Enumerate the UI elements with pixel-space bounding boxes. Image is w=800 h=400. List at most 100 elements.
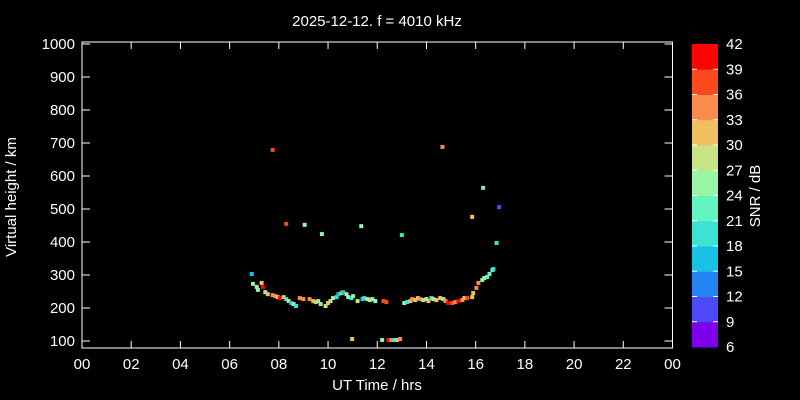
colorbar-segment [692, 271, 718, 297]
data-point [294, 304, 299, 309]
colorbar-segment [692, 170, 718, 196]
data-point [254, 284, 259, 289]
colorbar-tick-label: 33 [726, 112, 743, 129]
data-point [284, 297, 289, 302]
data-point [318, 302, 323, 307]
y-tick-label: 300 [50, 267, 75, 284]
data-point [476, 280, 481, 285]
colorbar-tick-label: 15 [726, 263, 743, 280]
x-axis-tick-labels: 00 02 04 06 08 10 12 14 16 18 20 22 00 [74, 356, 681, 373]
x-axis-label: UT Time / hrs [332, 377, 422, 394]
y-axis-tick-labels: 100 200 300 400 500 600 700 800 900 1000 [42, 36, 75, 350]
data-point [491, 267, 496, 272]
data-point [402, 301, 407, 306]
colorbar-tick-label: 30 [726, 137, 743, 154]
colorbar-tick-label: 9 [726, 314, 734, 331]
data-point [313, 300, 318, 305]
data-point [418, 297, 423, 302]
data-point [307, 297, 312, 302]
data-point [270, 293, 275, 298]
data-point [255, 287, 260, 292]
y-tick-label: 500 [50, 201, 75, 218]
data-point [405, 300, 410, 305]
data-point [265, 292, 270, 297]
data-point [380, 338, 385, 343]
y-axis-label: Virtual height / km [3, 137, 20, 257]
y-tick-label: 100 [50, 333, 75, 350]
y-tick-label: 900 [50, 69, 75, 86]
data-point [426, 299, 431, 304]
data-point [355, 299, 360, 304]
x-tick-label: 18 [517, 356, 534, 373]
colorbar-segment [692, 296, 718, 323]
data-point [259, 280, 264, 285]
data-point [316, 299, 321, 304]
colorbar-tick-label: 24 [726, 188, 743, 205]
data-point [438, 296, 443, 301]
data-points [249, 144, 502, 343]
data-point [336, 292, 341, 297]
colorbar-tick-label: 42 [726, 36, 743, 53]
data-point [359, 224, 364, 229]
data-point [350, 337, 355, 342]
data-point [415, 296, 420, 301]
colorbar-segment [692, 246, 718, 272]
colorbar-segment [692, 69, 718, 95]
data-point [323, 304, 328, 309]
data-point [440, 144, 445, 149]
colorbar-segment [692, 220, 718, 247]
data-point [341, 290, 346, 295]
colorbar-segment [692, 145, 718, 171]
data-point [273, 294, 278, 299]
data-point [392, 338, 397, 343]
data-point [365, 297, 370, 302]
data-point [485, 274, 490, 279]
x-tick-label: 12 [369, 356, 386, 373]
data-point [367, 298, 372, 303]
data-point [278, 296, 283, 301]
x-tick-label: 14 [418, 356, 435, 373]
data-point [351, 294, 356, 299]
x-tick-label: 16 [467, 356, 484, 373]
y-tick-label: 200 [50, 300, 75, 317]
data-point [281, 295, 286, 300]
data-point [413, 298, 418, 303]
data-point [431, 297, 436, 302]
colorbar-segment [692, 94, 718, 121]
data-point [497, 205, 502, 210]
data-point [362, 296, 367, 301]
data-point [263, 290, 268, 295]
data-point [487, 272, 492, 277]
colorbar-segment [692, 321, 718, 348]
data-point [465, 296, 470, 301]
colorbar-tick-label: 12 [726, 289, 743, 306]
data-point [470, 214, 475, 219]
x-tick-label: 22 [615, 356, 632, 373]
data-point [373, 299, 378, 304]
colorbar-tick-label: 27 [726, 162, 743, 179]
data-point [250, 281, 255, 286]
y-tick-label: 700 [50, 135, 75, 152]
data-point [389, 338, 394, 343]
data-point [386, 338, 391, 343]
data-point [470, 295, 475, 300]
data-point [275, 295, 280, 300]
data-point [334, 295, 339, 300]
colorbar-tick-label: 21 [726, 213, 743, 230]
colorbar [692, 44, 718, 348]
data-point [330, 296, 335, 301]
data-point [260, 284, 265, 289]
data-point [249, 272, 254, 277]
data-point [434, 298, 439, 303]
data-point [421, 298, 426, 303]
data-point [450, 301, 455, 306]
data-point [289, 301, 294, 306]
data-point [328, 299, 333, 304]
colorbar-tick-label: 18 [726, 238, 743, 255]
colorbar-segment [692, 195, 718, 222]
data-point [346, 295, 351, 300]
x-tick-label: 10 [320, 356, 337, 373]
y-tick-label: 600 [50, 168, 75, 185]
x-tick-label: 08 [270, 356, 287, 373]
